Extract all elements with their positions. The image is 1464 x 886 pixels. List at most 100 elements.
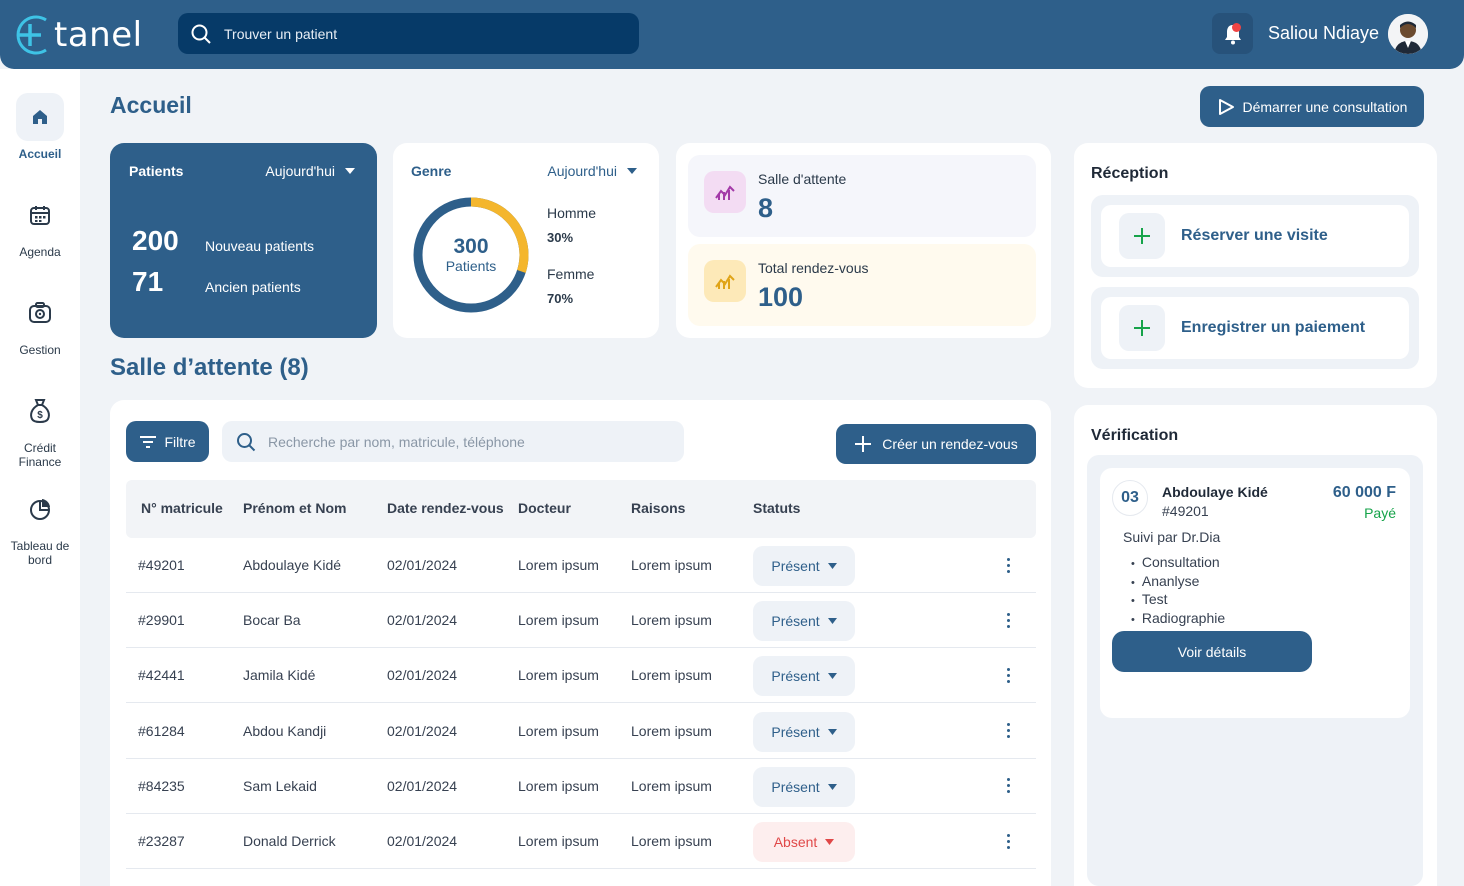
verification-card: Vérification 03 Abdoulaye Kidé #49201 60… <box>1074 405 1437 886</box>
female-label: Femme <box>547 266 595 282</box>
status-label: Présent <box>771 558 820 574</box>
view-details-button[interactable]: Voir détails <box>1112 631 1312 672</box>
caret-down-icon <box>627 168 637 174</box>
cell-reason: Lorem ipsum <box>631 557 712 573</box>
appointments-stat-label: Total rendez-vous <box>758 260 869 276</box>
waiting-room-table-card: Filtre Recherche par nom, matricule, tél… <box>110 400 1051 886</box>
notifications-button[interactable] <box>1212 13 1253 54</box>
more-options-icon[interactable] <box>1002 607 1014 633</box>
more-options-icon[interactable] <box>1002 828 1014 854</box>
caret-down-icon <box>827 783 837 790</box>
sidebar-label-credit: Crédit <box>23 441 56 455</box>
cell-name: Donald Derrick <box>243 833 336 849</box>
col-name[interactable]: Prénom et Nom <box>243 500 347 516</box>
services-list: Consultation Ananlyse Test Radiographie <box>1131 554 1225 628</box>
sidebar-item-accueil[interactable]: Accueil <box>0 93 80 161</box>
search-icon <box>191 24 211 44</box>
logo-text: tanel <box>54 15 143 55</box>
search-placeholder: Trouver un patient <box>224 25 338 42</box>
logo[interactable]: tanel <box>16 12 143 58</box>
caret-down-icon <box>827 728 837 735</box>
avatar[interactable] <box>1388 14 1428 54</box>
status-dropdown[interactable]: Présent <box>753 656 855 697</box>
cell-date: 02/01/2024 <box>387 667 458 684</box>
table-row[interactable]: #42441 Jamila Kidé 02/01/2024 Lorem ipsum Lo… <box>126 648 1036 704</box>
status-label: Présent <box>771 723 820 740</box>
sidebar-label-bord: bord <box>27 553 53 567</box>
patients-card-title: Patients <box>129 163 184 179</box>
search-icon <box>237 432 256 451</box>
table-row[interactable]: #29901 Bocar Ba 02/01/2024 Lorem ipsum Lorem… <box>126 593 1036 649</box>
sidebar-item-agenda[interactable]: Agenda <box>0 191 80 259</box>
sidebar-item-label: Accueil <box>18 147 62 161</box>
filter-button[interactable]: Filtre <box>126 421 209 462</box>
table-row[interactable]: #61284 Abdou Kandji 02/01/2024 Lorem ipsum L… <box>126 704 1036 759</box>
patient-search-input[interactable]: Trouver un patient <box>178 13 639 54</box>
donut-male-arc <box>413 197 529 313</box>
col-doctor[interactable]: Docteur <box>518 500 571 516</box>
cell-matricule: #49201 <box>138 557 185 573</box>
status-dropdown[interactable]: Présent <box>753 711 855 752</box>
record-payment-button[interactable]: Enregistrer un paiement <box>1101 297 1409 359</box>
more-options-icon[interactable] <box>1002 552 1014 578</box>
sidebar-label-tableau: Tableau de <box>10 539 70 553</box>
sidebar-item-tableau-de-bord[interactable]: Tableau de bord <box>0 485 80 567</box>
cell-name: Jamila Kidé <box>243 667 316 684</box>
col-status[interactable]: Statuts <box>753 500 801 516</box>
sidebar-item-label: Agenda <box>19 245 61 259</box>
gender-donut-chart <box>413 197 529 313</box>
cell-date: 02/01/2024 <box>387 722 458 739</box>
chart-growth-icon <box>704 260 746 302</box>
col-matricule[interactable]: N° matricule <box>141 500 223 516</box>
table-row[interactable]: #49201 Abdoulaye Kidé 02/01/2024 Lorem ipsu… <box>126 538 1036 593</box>
cell-doctor: Lorem ipsum <box>518 833 599 849</box>
genre-period-dropdown[interactable]: Aujourd'hui <box>547 163 637 179</box>
user-name[interactable]: Saliou Ndiaye <box>1268 23 1380 43</box>
caret-down-icon <box>827 563 837 569</box>
sidebar-item-label: Tableau de bord <box>0 539 80 567</box>
start-consultation-button[interactable]: Démarrer une consultation <box>1200 86 1424 127</box>
sidebar-item-credit-finance[interactable]: $ Crédit Finance <box>0 387 80 469</box>
genre-card: Genre Aujourd'hui 300 Patients Homme 30%… <box>393 143 659 338</box>
cell-doctor: Lorem ipsum <box>518 777 599 794</box>
col-reason[interactable]: Raisons <box>631 500 686 516</box>
more-options-icon[interactable] <box>1002 773 1014 799</box>
queue-number: 03 <box>1112 480 1148 516</box>
status-dropdown[interactable]: Présent <box>753 546 855 586</box>
col-date[interactable]: Date rendez-vous <box>387 500 504 516</box>
status-dropdown[interactable]: Présent <box>753 601 855 642</box>
status-dropdown[interactable]: Absent <box>753 822 855 862</box>
male-label: Homme <box>547 205 597 221</box>
more-options-icon[interactable] <box>1002 718 1014 744</box>
patients-period-dropdown[interactable]: Aujourd'hui <box>265 163 355 179</box>
pie-chart-icon <box>16 485 64 533</box>
cell-name: Bocar Ba <box>243 612 301 629</box>
cell-date: 02/01/2024 <box>387 612 458 629</box>
sidebar-item-label: Gestion <box>19 343 61 357</box>
female-percent: 70% <box>547 291 574 306</box>
cell-date: 02/01/2024 <box>387 777 458 794</box>
genre-period-label: Aujourd'hui <box>547 163 617 179</box>
patients-period-label: Aujourd'hui <box>265 163 335 179</box>
table-search-input[interactable]: Recherche par nom, matricule, téléphone <box>222 421 684 462</box>
camera-icon <box>16 289 64 337</box>
status-label: Absent <box>773 834 818 850</box>
cell-matricule: #84235 <box>138 777 185 794</box>
old-patients-count: 71 <box>132 266 164 297</box>
cell-doctor: Lorem ipsum <box>518 722 599 739</box>
waiting-stat-value: 8 <box>758 193 774 223</box>
chart-activity-icon <box>704 171 746 213</box>
payment-status: Payé <box>1364 505 1396 521</box>
more-options-icon[interactable] <box>1002 662 1014 688</box>
book-visit-button[interactable]: Réserver une visite <box>1101 205 1409 267</box>
record-payment-label: Enregistrer un paiement <box>1181 319 1366 336</box>
status-dropdown[interactable]: Présent <box>753 766 855 807</box>
reception-card: Réception Réserver une visite Enregistre… <box>1074 143 1437 388</box>
table-row[interactable]: #23287 Donald Derrick 02/01/2024 Lorem ipsu… <box>126 814 1036 869</box>
create-appointment-button[interactable]: Créer un rendez-vous <box>836 424 1036 464</box>
book-visit-label: Réserver une visite <box>1181 227 1328 244</box>
table-row[interactable]: #84235 Sam Lekaid 02/01/2024 Lorem ipsum Lor… <box>126 759 1036 814</box>
old-patients-label: Ancien patients <box>205 279 301 295</box>
sidebar-item-gestion[interactable]: Gestion <box>0 289 80 357</box>
notification-badge <box>1232 23 1241 32</box>
